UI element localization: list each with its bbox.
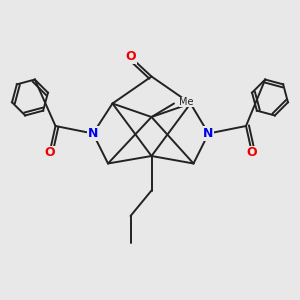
Text: O: O: [125, 50, 136, 64]
Text: Me: Me: [179, 97, 194, 107]
Text: N: N: [203, 127, 214, 140]
Text: N: N: [88, 127, 98, 140]
Text: O: O: [247, 146, 257, 160]
Text: O: O: [44, 146, 55, 160]
